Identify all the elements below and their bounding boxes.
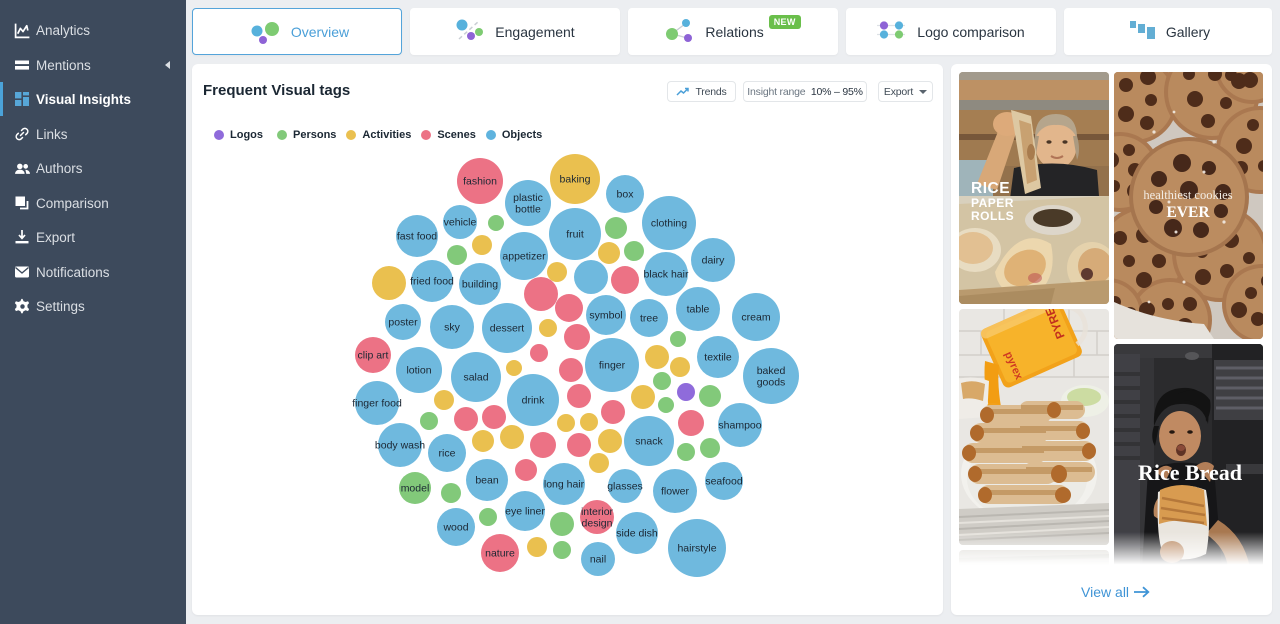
svg-text:dairy: dairy: [702, 255, 726, 267]
svg-text:poster: poster: [388, 317, 418, 329]
svg-text:salad: salad: [463, 372, 488, 384]
svg-text:baked: baked: [757, 365, 786, 377]
svg-text:lotion: lotion: [406, 365, 431, 377]
svg-text:black hair: black hair: [644, 269, 689, 281]
svg-text:goods: goods: [757, 377, 786, 389]
svg-text:bean: bean: [475, 475, 499, 487]
svg-text:building: building: [462, 279, 498, 291]
svg-text:baking: baking: [560, 174, 591, 186]
svg-text:design: design: [582, 518, 613, 530]
svg-text:clip art: clip art: [358, 350, 389, 362]
svg-text:hairstyle: hairstyle: [677, 543, 716, 555]
svg-text:table: table: [687, 304, 710, 316]
svg-text:textile: textile: [704, 352, 732, 364]
svg-text:fried food: fried food: [410, 276, 454, 288]
svg-text:ROLLS: ROLLS: [971, 209, 1014, 223]
svg-text:PAPER: PAPER: [971, 196, 1014, 210]
svg-text:interior: interior: [581, 506, 614, 518]
svg-text:side dish: side dish: [616, 528, 658, 540]
svg-text:fruit: fruit: [566, 229, 584, 241]
svg-text:dessert: dessert: [490, 323, 525, 335]
svg-text:box: box: [617, 189, 635, 201]
svg-text:finger: finger: [599, 360, 626, 372]
svg-text:symbol: symbol: [589, 310, 622, 322]
svg-text:eye liner: eye liner: [505, 506, 545, 518]
svg-text:finger food: finger food: [352, 398, 402, 410]
svg-text:fast food: fast food: [397, 231, 437, 243]
svg-text:wood: wood: [442, 522, 468, 534]
svg-text:flower: flower: [661, 486, 690, 498]
svg-text:shampoo: shampoo: [718, 420, 761, 432]
svg-text:snack: snack: [635, 436, 663, 448]
svg-text:sky: sky: [444, 322, 461, 334]
svg-text:model: model: [401, 483, 430, 495]
svg-text:nail: nail: [590, 554, 606, 566]
svg-text:EVER: EVER: [1166, 204, 1210, 221]
svg-text:cream: cream: [741, 312, 770, 324]
svg-text:rice: rice: [439, 448, 456, 460]
svg-text:seafood: seafood: [705, 476, 743, 488]
svg-text:long hair: long hair: [544, 479, 585, 491]
svg-text:glasses: glasses: [607, 481, 643, 493]
svg-text:vehicle: vehicle: [444, 217, 477, 229]
svg-text:appetizer: appetizer: [502, 251, 546, 263]
svg-text:drink: drink: [522, 395, 546, 407]
svg-text:bottle: bottle: [515, 204, 541, 216]
svg-text:nature: nature: [485, 548, 515, 560]
svg-text:plastic: plastic: [513, 192, 543, 204]
svg-text:healthiest cookies: healthiest cookies: [1143, 188, 1232, 202]
svg-text:Rice Bread: Rice Bread: [1138, 460, 1242, 485]
svg-text:tree: tree: [640, 313, 658, 325]
svg-text:clothing: clothing: [651, 218, 687, 230]
svg-text:RICE: RICE: [971, 180, 1010, 197]
svg-text:body wash: body wash: [375, 440, 425, 452]
svg-text:fashion: fashion: [463, 176, 497, 188]
